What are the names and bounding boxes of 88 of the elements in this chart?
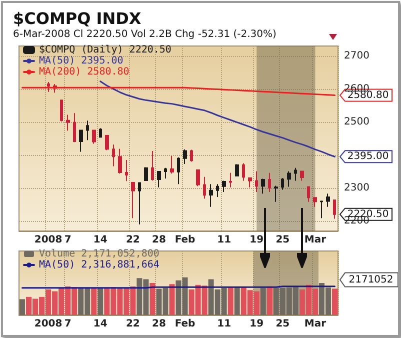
x-tick-label: 19 (250, 234, 264, 246)
candlestick (157, 170, 161, 188)
x-tick-label: 7 (64, 234, 72, 246)
candlestick (196, 169, 200, 187)
legend-label: MA(50) 2,316,881,664 (39, 260, 160, 270)
legend-label: MA(50) 2395.00 (39, 56, 124, 66)
x-tick-label: 2008 (34, 234, 62, 246)
candlestick (203, 176, 206, 200)
candlestick (79, 130, 83, 152)
x-tick-label: 11 (217, 234, 232, 246)
candlestick (190, 149, 193, 162)
candlestick (294, 167, 297, 182)
line-series (22, 86, 336, 96)
legend-label: MA(200) 2580.80 (39, 66, 130, 78)
chart-title: $COMPQ INDX (13, 9, 142, 28)
candlestick (66, 114, 70, 132)
candlestick (125, 159, 128, 182)
x-tick-label: 14 (93, 234, 108, 246)
candlestick (235, 164, 239, 176)
candlestick (268, 172, 271, 193)
bar (150, 283, 156, 315)
x-tick-label: Mar (304, 234, 326, 246)
bar (98, 288, 104, 315)
candlestick (261, 178, 265, 194)
bar (228, 288, 234, 315)
candlestick (177, 156, 180, 185)
candlestick (131, 182, 135, 219)
candlestick (112, 144, 115, 167)
chart-subtitle: 6-Mar-2008 Cl 2220.50 Vol 2.2B Chg -52.31 (-2.30%) (13, 29, 276, 40)
candlestick (105, 135, 109, 151)
candlestick (151, 150, 154, 181)
candlestick (164, 167, 167, 179)
legend-label: Volume 2,171,052,800 (39, 248, 160, 260)
y-tick-label: 2700 (344, 50, 370, 62)
candlestick (144, 166, 148, 181)
candlestick (99, 128, 102, 138)
candlestick (92, 130, 96, 144)
bar (332, 288, 338, 315)
x-tick-label: Mar (304, 318, 326, 330)
candlestick (333, 199, 336, 220)
data-label: 2395.00 (347, 151, 389, 162)
x-tick-label: Feb (174, 318, 196, 330)
candlestick (209, 184, 213, 208)
y-tick-label: 2500 (344, 116, 370, 128)
candlestick (86, 120, 89, 141)
candlestick (47, 82, 50, 92)
candlestick (222, 180, 226, 193)
x-tick-label: 11 (217, 318, 232, 330)
bar (91, 288, 97, 315)
candlestick (300, 170, 304, 182)
candlestick (326, 193, 330, 208)
candlestick (138, 182, 141, 225)
candlestick (274, 185, 278, 202)
line-series (100, 80, 336, 158)
candlestick (307, 186, 310, 202)
candlestick (170, 156, 174, 174)
x-tick-label: 25 (276, 234, 290, 246)
candlestick (248, 177, 252, 188)
candlestick (183, 148, 187, 164)
candlestick (320, 200, 323, 219)
bar (19, 299, 26, 315)
x-tick-label: 14 (93, 318, 108, 330)
x-tick-label: 28 (152, 234, 166, 246)
x-tick-label: 7 (64, 318, 72, 330)
candlestick (281, 178, 284, 190)
text: 2171052 (348, 274, 394, 286)
candlestick (255, 170, 258, 193)
candlestick (73, 112, 76, 143)
candlestick (313, 197, 317, 208)
x-tick-label: 22 (126, 234, 140, 246)
x-tick-label: 25 (276, 318, 290, 330)
candlestick (229, 172, 232, 188)
candlestick (216, 184, 219, 198)
x-tick-label: 2008 (34, 318, 62, 330)
legend-label: $COMPQ (Daily) 2220.50 (39, 44, 172, 56)
bar (234, 288, 240, 315)
bar (266, 286, 272, 315)
bar (169, 284, 175, 315)
candlestick (242, 162, 245, 182)
x-tick-label: 19 (250, 318, 264, 330)
bar (260, 288, 266, 315)
candlestick (118, 148, 122, 174)
x-tick-label: 28 (152, 318, 166, 330)
x-tick-label: 22 (126, 318, 140, 330)
y-tick-label: 2300 (344, 182, 370, 194)
candlestick (60, 100, 63, 122)
candlestick (287, 170, 291, 188)
x-tick-label: Feb (174, 234, 196, 246)
